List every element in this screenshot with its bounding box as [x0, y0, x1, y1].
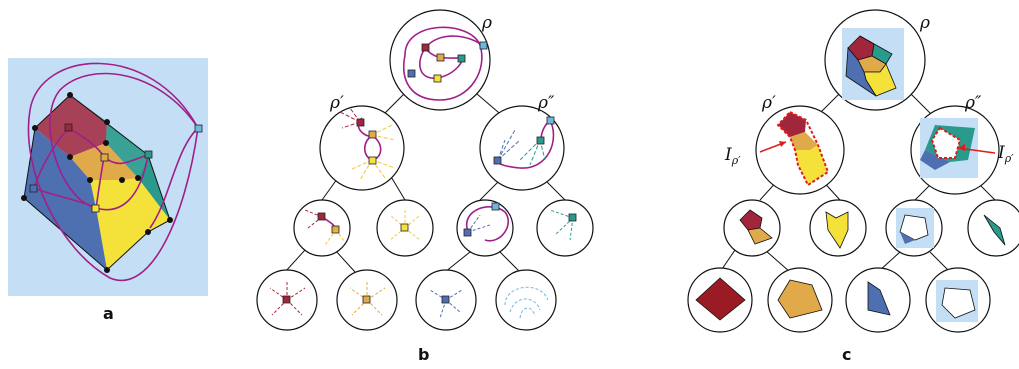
- tree-edge: [334, 249, 356, 273]
- label-rho-prime: ρ′: [329, 93, 344, 113]
- curve-outer-3: [149, 127, 199, 229]
- node-b-l3: [456, 199, 514, 257]
- node-rho-prime: [319, 105, 405, 191]
- panel-c-tree: [687, 9, 1019, 333]
- node-b-l1: [293, 199, 351, 257]
- curve-outer-2: [49, 72, 199, 209]
- panel-a-graph: [8, 58, 208, 296]
- node-rho-double-prime: [479, 105, 565, 191]
- panel-c-label: c: [842, 345, 851, 364]
- root-curve-2: [419, 35, 484, 79]
- square-lightblue: [194, 124, 203, 133]
- tree-edge: [544, 179, 566, 201]
- panel-b-label: b: [418, 345, 429, 364]
- face-yellow: [90, 178, 170, 270]
- annotation-i-right: Iρ′: [997, 143, 1014, 165]
- tree-edge: [479, 179, 501, 201]
- curve-outer-1: [27, 62, 199, 281]
- curve-inner: [33, 127, 149, 211]
- tree-edge: [499, 251, 521, 273]
- outer-boundary: [23, 94, 171, 271]
- tree-edge: [444, 251, 471, 273]
- boundary-rho-double-prime: [930, 126, 962, 159]
- square-red: [64, 123, 73, 132]
- label-c-rho: ρ: [919, 13, 930, 33]
- label-c-rho-prime: ρ′: [761, 93, 776, 113]
- panel-b-tree: [256, 9, 594, 331]
- annotation-i-left: Iρ′: [724, 145, 741, 167]
- label-rho: ρ: [481, 13, 492, 33]
- face-teal-top: [70, 95, 148, 178]
- root-curve-1: [403, 26, 483, 101]
- boundary-rho-prime: [776, 111, 830, 187]
- node-b-ll4: [495, 269, 557, 331]
- square-blue: [29, 184, 38, 193]
- label-rho-double-prime: ρ″: [537, 93, 555, 113]
- tree-edge: [284, 249, 306, 273]
- node-b-l4: [536, 199, 594, 257]
- panel-a-label: a: [103, 304, 114, 323]
- tree-edge: [389, 174, 406, 201]
- square-teal: [144, 150, 153, 159]
- square-orange: [100, 153, 109, 162]
- square-yellow: [91, 204, 100, 213]
- label-c-rho-double-prime: ρ″: [964, 93, 982, 113]
